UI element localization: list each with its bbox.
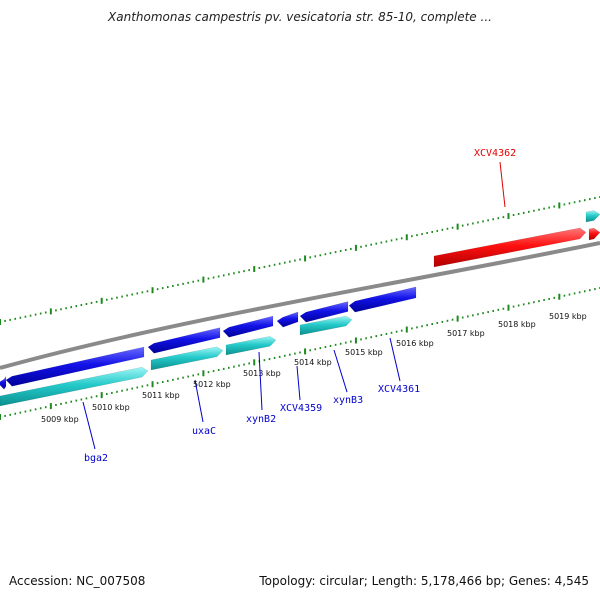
kbp-label: 5010 kbp — [92, 403, 130, 412]
kbp-label: 5013 kbp — [243, 369, 281, 378]
gene-label-xcv4359[interactable]: XCV4359 — [280, 403, 322, 414]
gene-arrow — [585, 210, 600, 223]
kbp-label: 5011 kbp — [142, 391, 180, 400]
gene-label-bga2[interactable]: bga2 — [84, 453, 108, 464]
kbp-label: 5017 kbp — [447, 329, 485, 338]
label-leader-lines — [82, 161, 506, 450]
gene-label-xynb3[interactable]: xynB3 — [333, 395, 363, 406]
gene-arrow — [5, 346, 145, 387]
kbp-label: 5009 kbp — [41, 415, 79, 424]
kbp-label: 5014 kbp — [294, 358, 332, 367]
gene-arrow — [299, 301, 349, 323]
genome-summary-text: Topology: circular; Length: 5,178,466 bp… — [259, 574, 589, 588]
gene-arrow-highlight — [433, 227, 587, 268]
gene-arrow — [225, 335, 277, 356]
tick-track-inner — [0, 287, 600, 420]
leader-line — [296, 365, 301, 401]
gene-labels: bga2 uxaC xynB2 XCV4359 xynB3 XCV4361 XC… — [84, 148, 516, 464]
gene-arrow — [348, 286, 417, 313]
kbp-scale: 5009 kbp 5010 kbp 5011 kbp 5012 kbp 5013… — [41, 312, 587, 424]
gene-arrow — [0, 366, 149, 407]
gene-label-xcv4361[interactable]: XCV4361 — [378, 384, 420, 395]
gene-arrow — [147, 327, 221, 354]
kbp-label: 5012 kbp — [193, 380, 231, 389]
tick-track-outer — [0, 196, 600, 325]
accession-text: Accession: NC_007508 — [9, 574, 146, 588]
kbp-label: 5018 kbp — [498, 320, 536, 329]
kbp-label: 5015 kbp — [345, 348, 383, 357]
gene-track — [0, 210, 600, 407]
gene-label-xynb2[interactable]: xynB2 — [246, 414, 276, 425]
gene-label-uxac[interactable]: uxaC — [192, 426, 216, 437]
leader-line — [82, 401, 96, 450]
genome-title: Xanthomonas campestris pv. vesicatoria s… — [108, 10, 492, 24]
gene-label-xcv4362[interactable]: XCV4362 — [474, 148, 516, 159]
gene-arrow — [276, 311, 299, 328]
gene-arrow-highlight — [588, 227, 600, 241]
kbp-label: 5019 kbp — [549, 312, 587, 321]
gene-arrow — [222, 315, 274, 338]
gene-arrow — [0, 375, 7, 390]
leader-line — [194, 379, 204, 423]
gene-arrow — [299, 315, 353, 336]
leader-line — [258, 351, 263, 411]
genome-backbone — [0, 241, 600, 370]
leader-line — [333, 349, 348, 393]
leader-line — [499, 161, 506, 208]
gene-arrow — [150, 346, 224, 371]
kbp-label: 5016 kbp — [396, 339, 434, 348]
leader-line — [389, 337, 401, 382]
